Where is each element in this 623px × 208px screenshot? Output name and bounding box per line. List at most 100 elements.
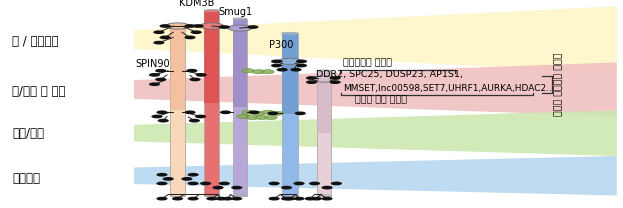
Circle shape bbox=[172, 197, 183, 201]
Bar bbox=[170, 25, 185, 110]
Polygon shape bbox=[134, 110, 617, 156]
Circle shape bbox=[271, 64, 282, 67]
Circle shape bbox=[306, 80, 317, 84]
Bar bbox=[233, 19, 247, 196]
Circle shape bbox=[184, 36, 196, 39]
Circle shape bbox=[206, 197, 217, 201]
Ellipse shape bbox=[233, 195, 247, 196]
Text: SPIN90: SPIN90 bbox=[135, 59, 170, 69]
Circle shape bbox=[321, 186, 333, 189]
Circle shape bbox=[219, 182, 230, 185]
Circle shape bbox=[156, 182, 168, 185]
Circle shape bbox=[156, 197, 168, 201]
Circle shape bbox=[262, 70, 274, 74]
Circle shape bbox=[267, 111, 278, 115]
Circle shape bbox=[159, 36, 171, 39]
Circle shape bbox=[184, 24, 196, 28]
Circle shape bbox=[155, 69, 166, 73]
Circle shape bbox=[255, 115, 268, 120]
Text: DDR2, SPC25, DUSP23, AP1S1,: DDR2, SPC25, DUSP23, AP1S1, bbox=[316, 70, 464, 79]
Circle shape bbox=[188, 182, 199, 185]
Circle shape bbox=[153, 41, 164, 45]
Circle shape bbox=[189, 119, 200, 123]
Circle shape bbox=[231, 186, 242, 189]
Circle shape bbox=[163, 177, 174, 181]
Circle shape bbox=[296, 59, 307, 63]
Bar bbox=[233, 19, 247, 107]
Circle shape bbox=[293, 197, 305, 201]
Circle shape bbox=[247, 25, 259, 29]
Circle shape bbox=[155, 78, 166, 81]
Circle shape bbox=[309, 182, 320, 185]
Circle shape bbox=[195, 115, 206, 118]
Ellipse shape bbox=[228, 25, 252, 31]
Text: Smug1: Smug1 bbox=[219, 7, 252, 17]
Circle shape bbox=[156, 173, 168, 177]
Text: 눈 / 발달과정: 눈 / 발달과정 bbox=[12, 35, 59, 48]
Circle shape bbox=[188, 173, 199, 177]
Polygon shape bbox=[134, 6, 617, 73]
Circle shape bbox=[295, 111, 306, 115]
Circle shape bbox=[219, 25, 230, 29]
Circle shape bbox=[305, 197, 316, 201]
Circle shape bbox=[216, 197, 227, 201]
Circle shape bbox=[269, 197, 280, 201]
Circle shape bbox=[262, 110, 274, 114]
Ellipse shape bbox=[317, 70, 331, 72]
Ellipse shape bbox=[282, 32, 298, 34]
Circle shape bbox=[220, 110, 231, 114]
Circle shape bbox=[186, 69, 197, 73]
Circle shape bbox=[330, 76, 341, 80]
Polygon shape bbox=[134, 156, 617, 196]
Circle shape bbox=[149, 82, 160, 86]
Circle shape bbox=[188, 197, 199, 201]
Circle shape bbox=[242, 69, 254, 73]
Text: 에피지놈: 에피지놈 bbox=[12, 172, 40, 185]
Circle shape bbox=[181, 177, 193, 181]
Circle shape bbox=[311, 197, 322, 201]
Ellipse shape bbox=[204, 195, 219, 196]
Circle shape bbox=[330, 80, 341, 84]
Bar bbox=[282, 33, 298, 196]
Circle shape bbox=[293, 182, 305, 185]
Circle shape bbox=[252, 70, 265, 74]
Bar bbox=[170, 25, 185, 196]
Circle shape bbox=[271, 59, 282, 63]
Circle shape bbox=[153, 30, 164, 34]
Circle shape bbox=[296, 64, 307, 67]
Circle shape bbox=[149, 73, 160, 77]
Circle shape bbox=[242, 110, 254, 114]
Circle shape bbox=[196, 73, 207, 77]
Text: 혈액/종양: 혈액/종양 bbox=[12, 127, 44, 140]
Polygon shape bbox=[134, 62, 617, 116]
Circle shape bbox=[191, 30, 202, 34]
Circle shape bbox=[249, 110, 260, 114]
Ellipse shape bbox=[170, 24, 185, 26]
Ellipse shape bbox=[204, 10, 219, 11]
Ellipse shape bbox=[317, 195, 331, 196]
Circle shape bbox=[156, 110, 168, 114]
Text: P300: P300 bbox=[269, 40, 294, 50]
Circle shape bbox=[184, 110, 196, 114]
Circle shape bbox=[159, 24, 171, 28]
Ellipse shape bbox=[170, 195, 185, 196]
Ellipse shape bbox=[278, 58, 302, 64]
Circle shape bbox=[158, 119, 169, 123]
Circle shape bbox=[246, 115, 259, 120]
Circle shape bbox=[265, 115, 277, 120]
Text: 고형함 유발 유전자: 고형함 유발 유전자 bbox=[355, 96, 407, 105]
Circle shape bbox=[231, 197, 242, 201]
Bar bbox=[282, 33, 298, 114]
Circle shape bbox=[193, 24, 204, 28]
Circle shape bbox=[222, 197, 233, 201]
Circle shape bbox=[212, 186, 224, 189]
Circle shape bbox=[237, 114, 249, 119]
Circle shape bbox=[306, 76, 317, 80]
Circle shape bbox=[151, 115, 163, 118]
Circle shape bbox=[269, 182, 280, 185]
Circle shape bbox=[252, 111, 265, 115]
Circle shape bbox=[331, 182, 342, 185]
Circle shape bbox=[189, 78, 201, 81]
Text: 경도의존성 유전자: 경도의존성 유전자 bbox=[343, 58, 392, 67]
Ellipse shape bbox=[166, 23, 189, 29]
